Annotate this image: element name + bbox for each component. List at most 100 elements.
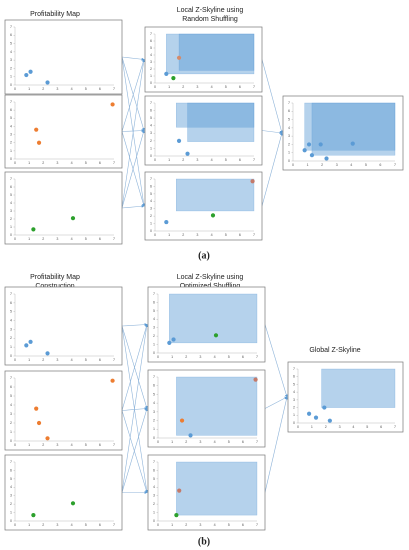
plot-frame bbox=[4, 19, 123, 95]
y-tick-label: 3 bbox=[10, 58, 12, 62]
x-tick-label: 5 bbox=[225, 233, 227, 237]
y-tick-label: 5 bbox=[10, 42, 12, 46]
x-tick-label: 6 bbox=[379, 163, 381, 167]
y-tick-label: 0 bbox=[10, 83, 12, 87]
point bbox=[45, 80, 50, 85]
y-tick-label: 5 bbox=[150, 116, 152, 120]
y-tick-label: 5 bbox=[10, 310, 12, 314]
x-tick-label: 1 bbox=[168, 85, 170, 89]
x-tick-label: 5 bbox=[225, 158, 227, 162]
y-tick-label: 2 bbox=[153, 419, 155, 423]
plot-frame bbox=[144, 26, 263, 93]
point bbox=[185, 151, 190, 156]
y-tick-label: 7 bbox=[150, 32, 152, 36]
x-tick-label: 2 bbox=[185, 523, 187, 527]
point bbox=[313, 415, 319, 420]
y-tick-label: 5 bbox=[150, 192, 152, 196]
y-tick-label: 0 bbox=[10, 354, 12, 358]
y-tick-label: 4 bbox=[10, 485, 12, 489]
x-tick-label: 6 bbox=[239, 85, 241, 89]
y-tick-label: 1 bbox=[10, 511, 12, 515]
arrow bbox=[121, 129, 145, 209]
x-tick-label: 6 bbox=[99, 237, 101, 241]
x-tick-label: 2 bbox=[42, 161, 44, 165]
point bbox=[253, 377, 258, 382]
x-tick-label: 2 bbox=[182, 85, 184, 89]
y-tick-label: 3 bbox=[10, 209, 12, 213]
y-tick-label: 3 bbox=[10, 327, 12, 331]
x-tick-label: 1 bbox=[168, 233, 170, 237]
x-tick-label: 6 bbox=[239, 233, 241, 237]
y-tick-label: 7 bbox=[293, 367, 295, 371]
x-tick-label: 7 bbox=[253, 158, 255, 162]
x-tick-label: 1 bbox=[171, 440, 173, 444]
y-tick-label: 3 bbox=[10, 412, 12, 416]
y-tick-label: 6 bbox=[10, 385, 12, 389]
y-tick-label: 0 bbox=[10, 233, 12, 237]
y-tick-label: 2 bbox=[153, 502, 155, 506]
point bbox=[110, 378, 115, 383]
x-tick-label: 7 bbox=[253, 85, 255, 89]
x-tick-label: 7 bbox=[113, 443, 115, 447]
point bbox=[306, 411, 312, 416]
y-tick-label: 2 bbox=[10, 421, 12, 425]
x-tick-label: 7 bbox=[256, 355, 258, 359]
x-tick-label: 6 bbox=[99, 523, 101, 527]
x-tick-label: 1 bbox=[171, 355, 173, 359]
x-tick-label: 4 bbox=[71, 358, 73, 362]
x-tick-label: 0 bbox=[14, 87, 16, 91]
plot-frame bbox=[147, 454, 266, 531]
y-tick-label: 0 bbox=[150, 81, 152, 85]
y-tick-label: 0 bbox=[10, 519, 12, 523]
y-tick-label: 0 bbox=[10, 439, 12, 443]
y-tick-label: 7 bbox=[150, 101, 152, 105]
plot-frame bbox=[147, 286, 266, 363]
y-tick-label: 6 bbox=[150, 39, 152, 43]
x-tick-label: 4 bbox=[71, 237, 73, 241]
plot-frame bbox=[4, 286, 123, 366]
x-tick-label: 3 bbox=[56, 443, 58, 447]
x-tick-label: 7 bbox=[394, 425, 396, 429]
x-tick-label: 4 bbox=[71, 443, 73, 447]
x-tick-label: 1 bbox=[28, 358, 30, 362]
x-tick-label: 1 bbox=[28, 237, 30, 241]
point bbox=[45, 351, 50, 356]
point bbox=[31, 227, 36, 232]
x-tick-label: 5 bbox=[85, 523, 87, 527]
x-tick-label: 7 bbox=[113, 87, 115, 91]
arrow bbox=[121, 58, 145, 132]
y-tick-label: 4 bbox=[10, 201, 12, 205]
y-tick-label: 4 bbox=[153, 317, 155, 321]
x-tick-label: 2 bbox=[185, 440, 187, 444]
y-tick-label: 0 bbox=[288, 159, 290, 163]
y-tick-label: 7 bbox=[150, 177, 152, 181]
point bbox=[210, 213, 216, 218]
x-tick-label: 2 bbox=[42, 237, 44, 241]
y-tick-label: 5 bbox=[153, 392, 155, 396]
point bbox=[24, 343, 29, 348]
x-tick-label: 4 bbox=[350, 163, 352, 167]
arrow bbox=[121, 323, 148, 411]
x-tick-label: 3 bbox=[336, 163, 338, 167]
point bbox=[31, 513, 36, 518]
x-tick-label: 1 bbox=[171, 523, 173, 527]
y-tick-label: 7 bbox=[10, 376, 12, 380]
x-tick-label: 4 bbox=[71, 87, 73, 91]
y-tick-label: 0 bbox=[153, 436, 155, 440]
y-tick-label: 6 bbox=[153, 300, 155, 304]
x-tick-label: 0 bbox=[14, 443, 16, 447]
y-tick-label: 0 bbox=[153, 519, 155, 523]
point bbox=[213, 333, 219, 338]
x-tick-label: 2 bbox=[182, 233, 184, 237]
x-tick-label: 1 bbox=[307, 163, 309, 167]
y-tick-label: 5 bbox=[153, 309, 155, 313]
y-tick-label: 1 bbox=[288, 151, 290, 155]
x-tick-label: 0 bbox=[297, 425, 299, 429]
dominated-region bbox=[176, 178, 255, 212]
x-tick-label: 6 bbox=[380, 425, 382, 429]
arrow bbox=[121, 129, 145, 133]
y-tick-label: 4 bbox=[288, 126, 290, 130]
y-tick-label: 2 bbox=[10, 141, 12, 145]
x-tick-label: 1 bbox=[311, 425, 313, 429]
